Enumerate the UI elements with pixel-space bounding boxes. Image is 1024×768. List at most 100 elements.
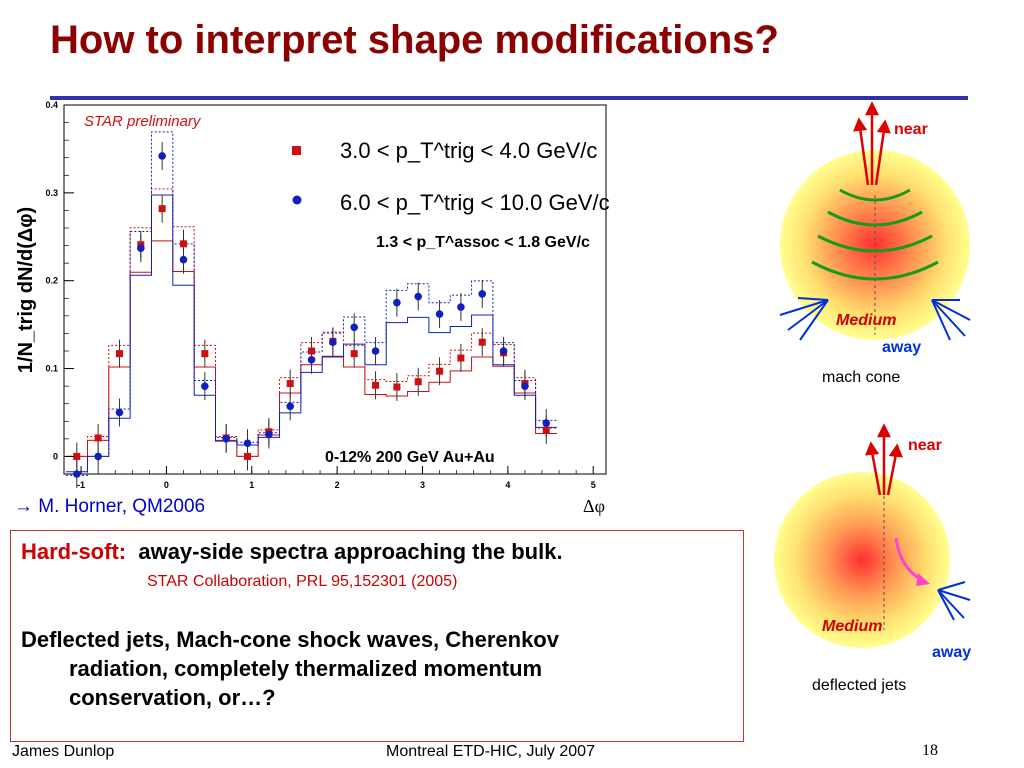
legend-circle-marker — [292, 195, 302, 205]
y-tick-label: 0.2 — [45, 276, 58, 286]
away-right-arrows — [931, 299, 971, 341]
hard-soft-line: Hard-soft: away-side spectra approaching… — [21, 539, 563, 565]
data-point-circle — [414, 292, 423, 301]
title-underline — [50, 96, 968, 100]
y-tick-label: 0.4 — [45, 100, 58, 110]
data-point-circle — [393, 298, 401, 307]
x-tick-label: 4 — [505, 480, 510, 490]
y-tick-label: 0 — [53, 451, 58, 461]
medium-label: Medium — [836, 312, 896, 329]
data-point-circle — [222, 435, 230, 443]
footer-author: James Dunlop — [12, 743, 115, 760]
data-point-square — [201, 350, 209, 358]
shock-front-3 — [817, 234, 933, 253]
away-label: away — [932, 644, 971, 661]
data-point-square — [350, 350, 358, 358]
data-point-square — [436, 367, 444, 375]
legend-entry-low: 3.0 < p_T^trig < 4.0 GeV/c — [340, 138, 597, 163]
data-point-square — [478, 338, 486, 346]
data-point-circle — [371, 347, 380, 355]
data-point-circle — [435, 310, 444, 318]
near-label: near — [894, 121, 928, 138]
page-number: 18 — [922, 742, 938, 759]
data-point-circle — [521, 382, 529, 390]
x-axis-label: Δφ — [583, 496, 605, 516]
x-tick-label: 1 — [249, 480, 254, 490]
near-jet-arrows — [865, 423, 903, 496]
deflected-jets-diagram: near Medium away deflected jets — [774, 423, 971, 694]
hard-soft-statement: away-side spectra approaching the bulk. — [138, 539, 563, 564]
shock-front-2 — [827, 210, 923, 227]
data-point-circle — [243, 439, 252, 448]
data-point-square — [372, 381, 380, 389]
citation: STAR Collaboration, PRL 95,152301 (2005) — [147, 573, 458, 590]
paragraph-line-3: conservation, or…? — [69, 685, 276, 710]
deflection-arrowhead — [916, 573, 930, 586]
data-point-circle — [499, 347, 508, 355]
medium-label: Medium — [822, 618, 882, 635]
data-point-circle — [478, 290, 487, 298]
data-point-circle — [350, 323, 359, 332]
data-point-square — [393, 383, 401, 391]
near-jet-arrows — [853, 101, 891, 186]
y-tick-label: 0.1 — [45, 364, 58, 374]
data-markers — [73, 152, 551, 478]
medium-blob — [774, 472, 950, 648]
axis-ticks: -1 0 1 2 3 4 5 0 0.1 0.2 0.3 0.4 — [45, 100, 595, 490]
data-point-circle — [329, 338, 337, 347]
mach-cone-caption: mach cone — [822, 369, 900, 386]
slide-title: How to interpret shape modifications? — [50, 18, 779, 62]
x-tick-label: -1 — [77, 480, 85, 490]
data-point-circle — [94, 452, 102, 461]
data-point-square — [115, 350, 123, 358]
deflected-jets-caption: deflected jets — [812, 677, 906, 694]
paragraph-line-2: radiation, completely thermalized moment… — [69, 656, 543, 681]
legend-entry-high: 6.0 < p_T^trig < 10.0 GeV/c — [340, 190, 610, 215]
data-point-square — [73, 452, 81, 460]
data-point-square — [308, 347, 316, 355]
data-point-circle — [115, 408, 124, 417]
correlation-chart: -1 0 1 2 3 4 5 0 0.1 0.2 0.3 0.4 STAR preliminary 3… — [15, 100, 610, 516]
data-point-square — [94, 434, 102, 442]
data-point-circle — [457, 303, 465, 311]
plot-frame — [63, 104, 607, 475]
y-tick-label: 0.3 — [45, 188, 58, 198]
x-tick-label: 5 — [591, 480, 596, 490]
data-point-circle — [307, 355, 316, 364]
legend-square-marker — [292, 146, 301, 155]
data-point-circle — [158, 152, 166, 160]
away-left-arrows — [779, 297, 829, 341]
y-axis-label: 1/N_trig dN/d(Δφ) — [15, 207, 37, 373]
x-tick-label: 2 — [335, 480, 340, 490]
away-label: away — [882, 339, 921, 356]
data-point-circle — [542, 419, 551, 427]
data-point-square — [158, 205, 166, 213]
footer-event: Montreal ETD-HIC, July 2007 — [386, 743, 595, 760]
data-point-circle — [73, 470, 81, 478]
x-tick-label: 3 — [420, 480, 425, 490]
assoc-cut-label: 1.3 < p_T^assoc < 1.8 GeV/c — [376, 234, 590, 251]
shock-front-1 — [839, 188, 911, 202]
data-point-square — [286, 380, 294, 388]
data-point-circle — [179, 255, 188, 264]
star-preliminary-label: STAR preliminary — [84, 113, 202, 130]
reference-link[interactable]: → M. Horner, QM2006 — [14, 496, 206, 517]
x-tick-label: 0 — [164, 480, 169, 490]
data-point-square — [457, 354, 465, 362]
data-point-circle — [265, 430, 273, 439]
data-point-square — [244, 452, 252, 460]
discussion-box: Hard-soft: away-side spectra approaching… — [10, 530, 744, 742]
paragraph-line-1: Deflected jets, Mach-cone shock waves, C… — [21, 627, 559, 652]
data-point-square — [414, 378, 422, 386]
system-label: 0-12% 200 GeV Au+Au — [325, 449, 495, 466]
data-point-circle — [201, 382, 209, 390]
mach-cone-diagram: near Medium away mach cone — [779, 101, 971, 386]
data-point-circle — [137, 244, 145, 253]
data-point-circle — [286, 402, 294, 411]
away-arrows — [937, 581, 971, 621]
near-label: near — [908, 437, 942, 454]
data-point-square — [179, 240, 187, 248]
shock-front-4 — [811, 260, 939, 281]
hard-soft-label: Hard-soft: — [21, 539, 127, 564]
data-point-square — [542, 426, 550, 434]
